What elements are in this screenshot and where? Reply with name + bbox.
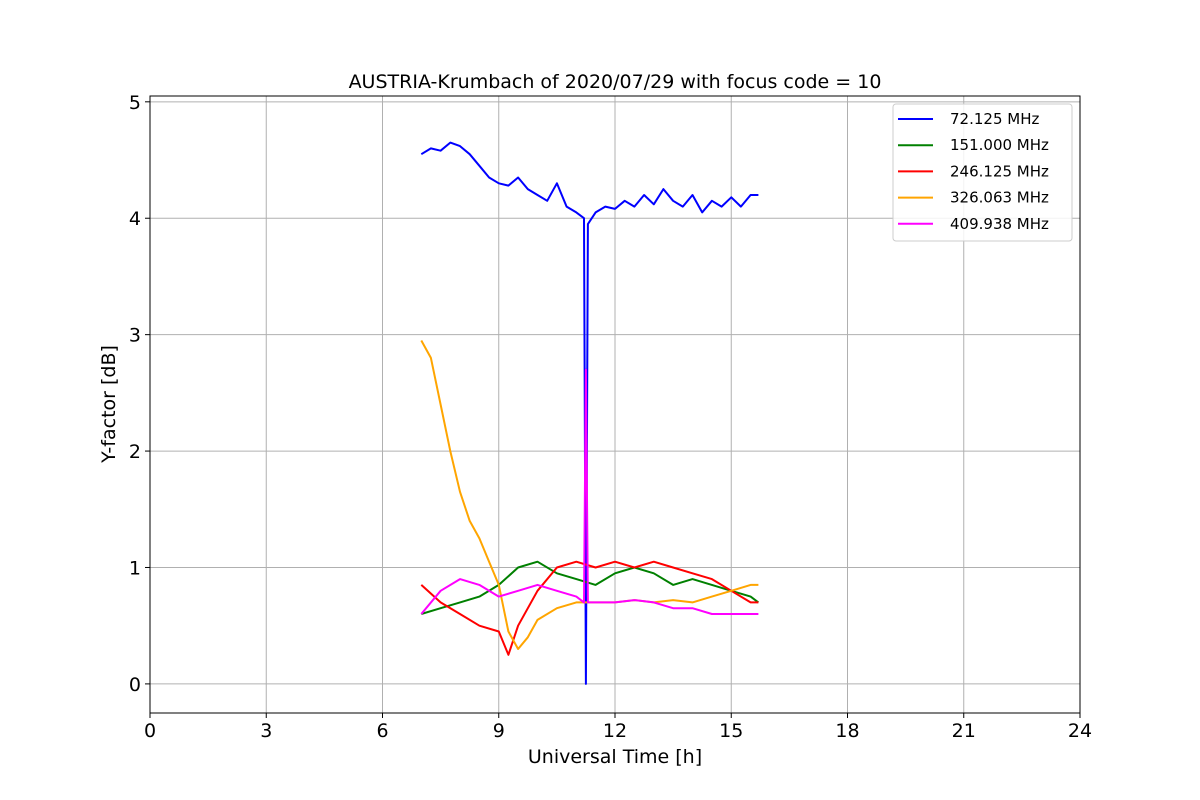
legend-label: 72.125 MHz	[950, 110, 1039, 128]
series-line-246-125-mhz	[420, 560, 759, 656]
y-tick-label: 5	[129, 92, 141, 114]
y-axis-label: Y-factor [dB]	[98, 345, 120, 464]
legend: 72.125 MHz 151.000 MHz 246.125 MHz 326.063 …	[892, 103, 1073, 242]
y-tick-label: 3	[129, 325, 141, 347]
x-tick-label: 15	[719, 720, 743, 742]
x-tick-label: 3	[260, 720, 272, 742]
series-layer	[420, 141, 759, 685]
x-tick-label: 12	[603, 720, 627, 742]
y-tick-label: 2	[129, 441, 141, 463]
x-tick-label: 9	[493, 720, 505, 742]
legend-label: 151.000 MHz	[950, 136, 1049, 154]
x-tick-label: 21	[952, 720, 976, 742]
legend-label: 409.938 MHz	[950, 215, 1049, 233]
legend-label: 246.125 MHz	[950, 162, 1049, 180]
y-tick-label: 4	[129, 208, 141, 230]
legend-box	[892, 103, 1073, 242]
series-line-151-000-mhz	[421, 560, 759, 615]
series-line-409-938-mhz	[420, 368, 759, 615]
series-line-326-063-mhz	[420, 340, 759, 650]
y-tick-label: 1	[129, 557, 141, 579]
legend-items: 72.125 MHz 151.000 MHz 246.125 MHz 326.063 …	[898, 110, 1049, 233]
plot-area	[420, 141, 759, 685]
x-tick-label: 0	[144, 720, 156, 742]
x-tick-label: 18	[835, 720, 859, 742]
chart-title: AUSTRIA-Krumbach of 2020/07/29 with focu…	[349, 71, 882, 93]
x-tick-label: 6	[376, 720, 388, 742]
x-tick-label: 24	[1068, 720, 1092, 742]
y-tick-label: 0	[129, 674, 141, 696]
legend-label: 326.063 MHz	[950, 189, 1049, 207]
x-axis-label: Universal Time [h]	[528, 746, 702, 768]
